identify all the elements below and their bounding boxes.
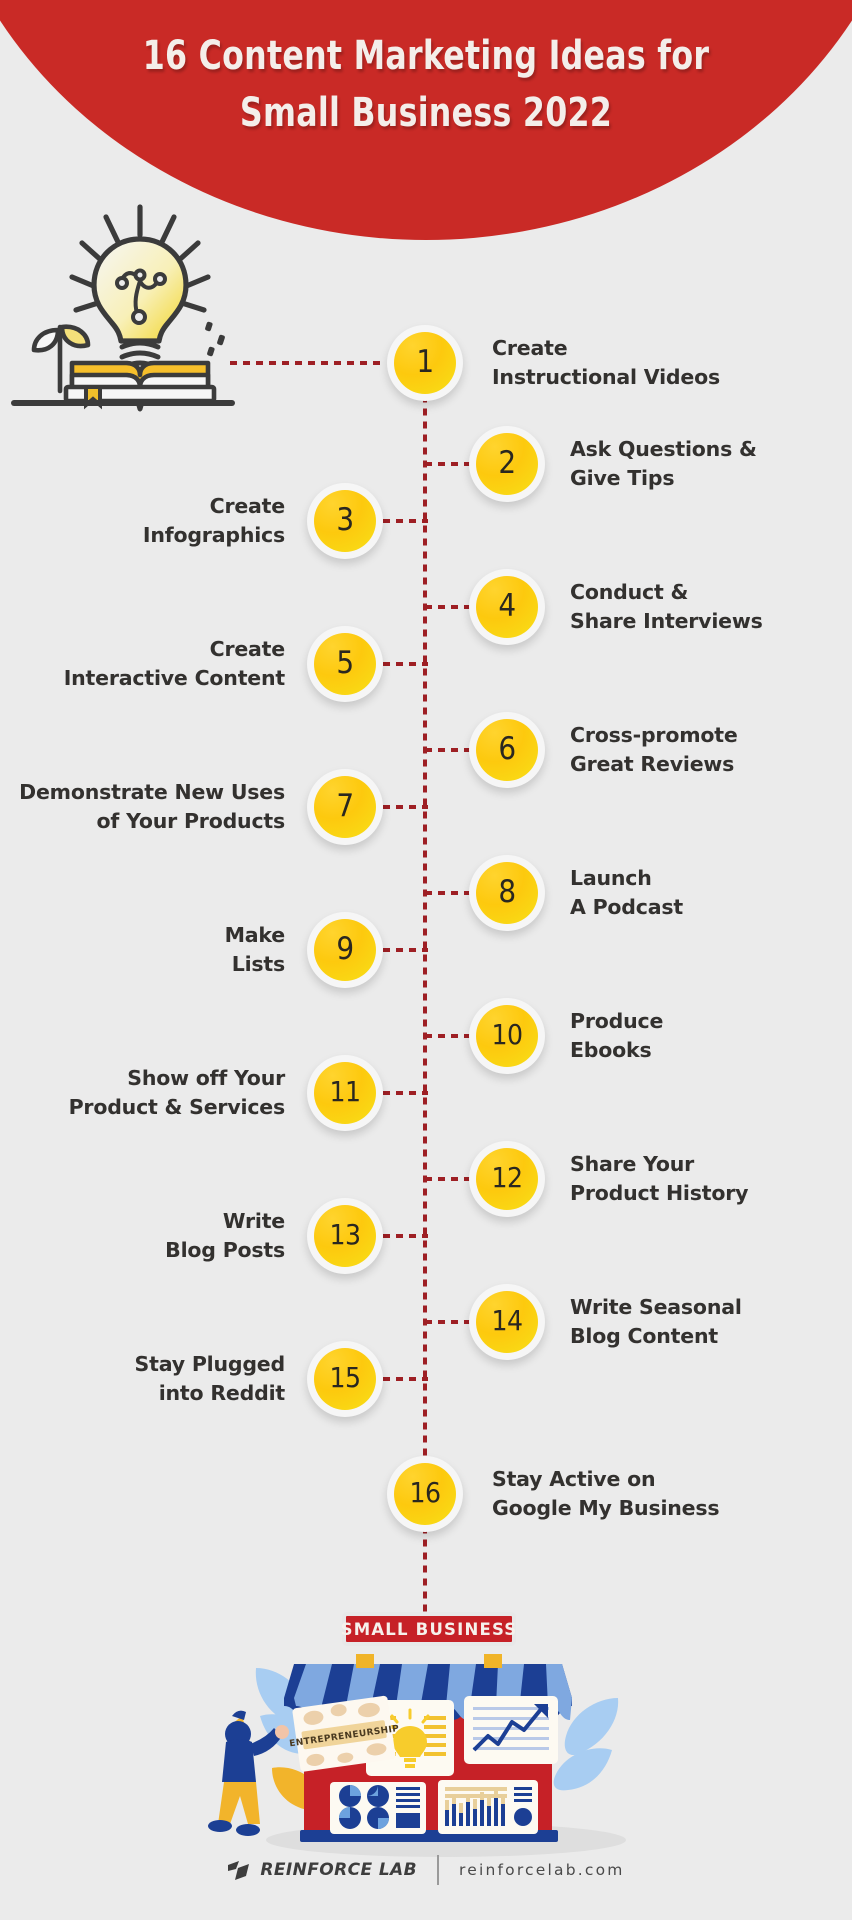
node-number-2: 2 [476,433,538,495]
node-number-4: 4 [476,576,538,638]
node-number-15: 15 [314,1348,376,1410]
node-label-8: Launch A Podcast [570,866,683,920]
node-label-11: Show off Your Product & Services [68,1066,286,1120]
svg-text:SMALL BUSINESS: SMALL BUSINESS [341,1620,518,1639]
website-url[interactable]: reinforcelab.com [458,1861,625,1879]
connector-14 [425,1320,470,1324]
node-label-3: Create Infographics [142,494,285,548]
node-label-5: Create Interactive Content [63,637,285,691]
node-number-14: 14 [476,1291,538,1353]
connector-8 [425,891,470,895]
node-circle-5[interactable]: 5 [307,626,383,702]
connector-15 [383,1377,428,1381]
node-number-1: 1 [394,332,456,394]
node-number-6: 6 [476,719,538,781]
node-circle-9[interactable]: 9 [307,912,383,988]
node-number-10: 10 [476,1005,538,1067]
node-label-16: Stay Active on Google My Business [492,1467,720,1521]
node-circle-1[interactable]: 1 [387,325,463,401]
node-label-14: Write Seasonal Blog Content [570,1295,742,1349]
page-title: 16 Content Marketing Ideas for Small Bus… [51,28,801,142]
connector-4 [425,605,470,609]
page-title-line2: Small Business 2022 [239,89,613,136]
node-label-15: Stay Plugged into Reddit [134,1352,286,1406]
connector-10 [425,1034,470,1038]
node-number-9: 9 [314,919,376,981]
node-circle-2[interactable]: 2 [469,426,545,502]
connector-intro [230,361,380,365]
page-title-line1: 16 Content Marketing Ideas for [142,33,710,79]
node-number-12: 12 [476,1148,538,1210]
connector-3 [383,519,428,523]
node-number-13: 13 [314,1205,376,1267]
connector-7 [383,805,428,809]
node-number-11: 11 [314,1062,376,1124]
node-circle-13[interactable]: 13 [307,1198,383,1274]
node-circle-15[interactable]: 15 [307,1341,383,1417]
node-circle-3[interactable]: 3 [307,483,383,559]
node-circle-4[interactable]: 4 [469,569,545,645]
timeline-spine [423,380,427,1620]
node-circle-11[interactable]: 11 [307,1055,383,1131]
brand-logo: REINFORCE LAB [227,1859,417,1881]
connector-13 [383,1234,428,1238]
node-label-2: Ask Questions & Give Tips [570,437,757,491]
node-circle-7[interactable]: 7 [307,769,383,845]
node-number-16: 16 [394,1463,456,1525]
node-circle-10[interactable]: 10 [469,998,545,1074]
node-label-13: Write Blog Posts [165,1209,285,1263]
node-circle-8[interactable]: 8 [469,855,545,931]
node-label-6: Cross-promote Great Reviews [570,723,738,777]
connector-11 [383,1091,428,1095]
connector-6 [425,748,470,752]
node-number-5: 5 [314,633,376,695]
node-label-12: Share Your Product History [570,1152,749,1206]
footer: REINFORCE LAB reinforcelab.com [0,1855,852,1885]
connector-12 [425,1177,470,1181]
node-label-1: Create Instructional Videos [492,336,720,390]
connector-2 [425,462,470,466]
node-circle-6[interactable]: 6 [469,712,545,788]
footer-divider [436,1855,439,1885]
brand-name: REINFORCE LAB [260,1860,417,1880]
node-label-4: Conduct & Share Interviews [570,580,763,634]
node-label-10: Produce Ebooks [570,1009,664,1063]
connector-5 [383,662,428,666]
node-label-9: Make Lists [224,923,286,977]
connector-9 [383,948,428,952]
node-number-8: 8 [476,862,538,924]
node-circle-14[interactable]: 14 [469,1284,545,1360]
node-circle-16[interactable]: 16 [387,1456,463,1532]
node-number-7: 7 [314,776,376,838]
storefront-illustration: SMALL BUSINESS ENTREPRENEURSHIP [196,1604,656,1864]
node-number-3: 3 [314,490,376,552]
node-circle-12[interactable]: 12 [469,1141,545,1217]
node-label-7: Demonstrate New Uses of Your Products [19,780,285,834]
reinforce-lab-mark-icon [228,1861,250,1880]
lightbulb-illustration [10,195,280,430]
